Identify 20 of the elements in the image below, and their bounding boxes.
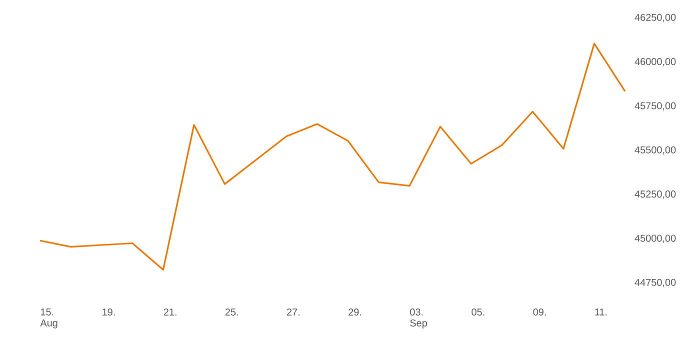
y-tick-label: 46250,00 bbox=[634, 14, 676, 22]
x-tick-label: 03. bbox=[410, 308, 423, 316]
y-tick-label: 46000,00 bbox=[634, 58, 676, 66]
x-tick-label: 21. bbox=[164, 308, 176, 316]
x-tick-label: 15. bbox=[40, 308, 54, 316]
y-tick-label: 45000,00 bbox=[634, 234, 676, 243]
x-tick-label: 11. bbox=[595, 308, 607, 316]
x-tick-label: 27. bbox=[287, 308, 300, 316]
x-tick-label: 25. bbox=[225, 308, 238, 316]
y-tick-label: 45500,00 bbox=[634, 146, 676, 155]
line-series bbox=[39, 42, 626, 271]
x-tick-label: 19. bbox=[102, 308, 115, 316]
y-tick-label: 44750,00 bbox=[634, 278, 676, 288]
x-tick-label: 09. bbox=[533, 308, 546, 316]
text: Sep bbox=[410, 319, 427, 328]
y-tick-label: 45250,00 bbox=[634, 190, 676, 199]
x-tick-label: 05. bbox=[472, 308, 484, 316]
y-tick-label: 45750,00 bbox=[634, 102, 676, 110]
x-tick-label: 29. bbox=[348, 308, 362, 316]
text: Aug bbox=[40, 319, 58, 328]
